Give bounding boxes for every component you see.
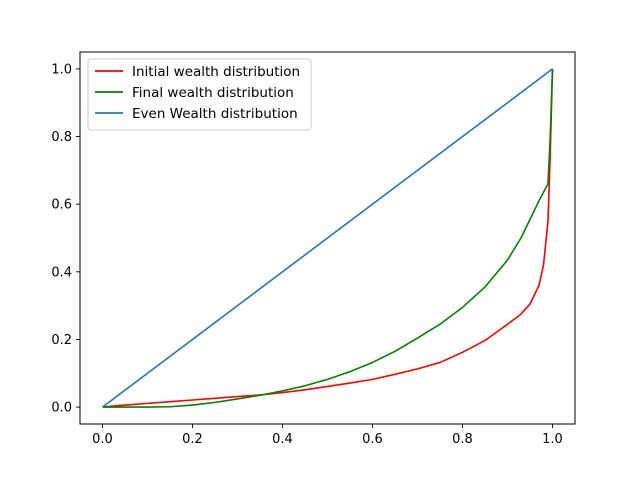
x-tick-label: 0.0: [92, 432, 113, 447]
y-axis: 0.0 0.2 0.4 0.6 0.8 1.0: [51, 62, 80, 416]
y-tick-label: 0.8: [51, 130, 72, 145]
legend-label-0: Initial wealth distribution: [132, 64, 300, 80]
y-tick-label: 0.2: [51, 333, 72, 348]
series-line-0: [102, 68, 554, 408]
plot-frame: [79, 51, 576, 425]
series-line-1: [102, 68, 554, 408]
y-tick-label: 0.0: [51, 401, 72, 416]
y-tick-label: 1.0: [51, 62, 72, 77]
x-tick-label: 1.0: [542, 432, 563, 447]
y-tick-label: 0.6: [51, 198, 72, 213]
legend-label-2: Even Wealth distribution: [132, 106, 298, 122]
x-tick-label: 0.2: [182, 432, 203, 447]
x-tick-label: 0.6: [362, 432, 383, 447]
legend-box: [87, 58, 312, 131]
legend: Initial wealth distribution Final wealth …: [87, 58, 312, 131]
legend-label-1: Final wealth distribution: [132, 85, 294, 101]
x-tick-label: 0.4: [272, 432, 293, 447]
y-tick-label: 0.4: [51, 265, 72, 280]
series-line-2: [102, 68, 553, 408]
x-tick-label: 0.8: [452, 432, 473, 447]
x-axis: 0.0 0.2 0.4 0.6 0.8 1.0: [92, 424, 563, 447]
